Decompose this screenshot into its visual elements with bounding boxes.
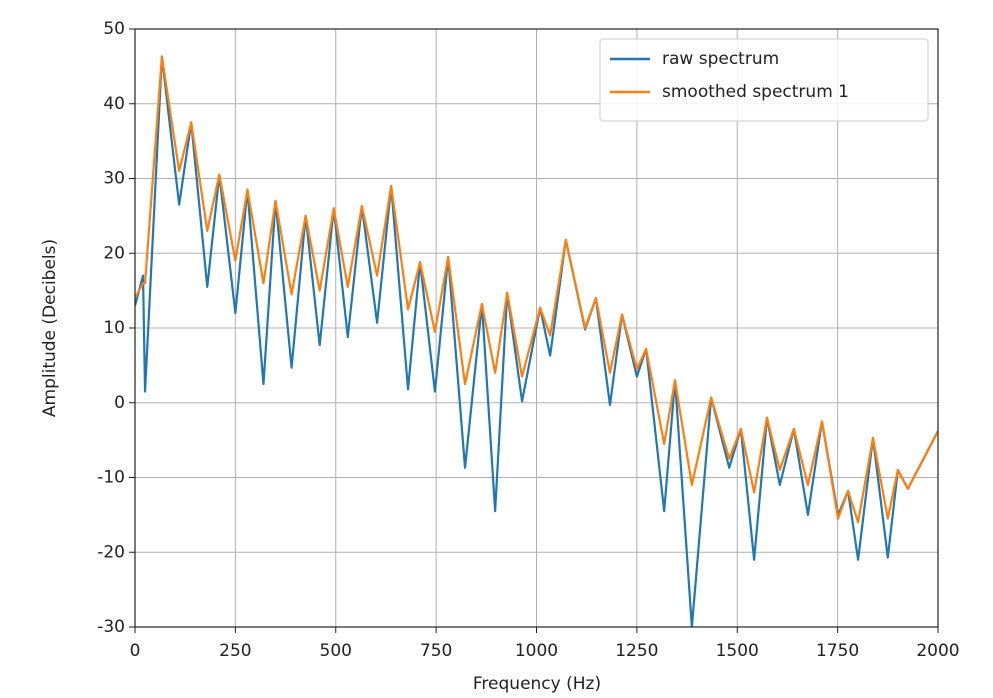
x-tick-label: 250 bbox=[219, 641, 251, 661]
y-tick-label: 40 bbox=[103, 94, 125, 114]
x-tick-label: 1750 bbox=[816, 641, 859, 661]
x-tick-label: 2000 bbox=[916, 641, 959, 661]
y-tick-label: -10 bbox=[97, 468, 125, 488]
y-tick-label: 0 bbox=[114, 393, 125, 413]
y-axis-label: Amplitude (Decibels) bbox=[40, 239, 60, 417]
y-tick-label: 50 bbox=[103, 19, 125, 39]
x-tick-label: 1000 bbox=[515, 641, 558, 661]
x-tick-label: 500 bbox=[320, 641, 352, 661]
plot-frame bbox=[134, 28, 939, 628]
y-tick-label: 30 bbox=[103, 169, 125, 189]
y-tick-label: -30 bbox=[97, 617, 125, 637]
y-tick-label: 10 bbox=[103, 318, 125, 338]
legend-box bbox=[599, 38, 929, 122]
y-tick-label: 20 bbox=[103, 243, 125, 263]
x-tick-label: 1500 bbox=[716, 641, 759, 661]
legend: raw spectrum smoothed spectrum 1 bbox=[599, 38, 929, 122]
legend-label: raw spectrum bbox=[662, 49, 779, 69]
data-line bbox=[135, 55, 938, 627]
x-tick-label: 750 bbox=[420, 641, 452, 661]
x-tick-label: 1250 bbox=[615, 641, 658, 661]
legend-label: smoothed spectrum 1 bbox=[662, 82, 849, 102]
y-tick-label: -20 bbox=[97, 542, 125, 562]
data-line bbox=[135, 55, 938, 524]
x-tick-label: 0 bbox=[130, 641, 141, 661]
x-axis-label: Frequency (Hz) bbox=[473, 674, 601, 694]
